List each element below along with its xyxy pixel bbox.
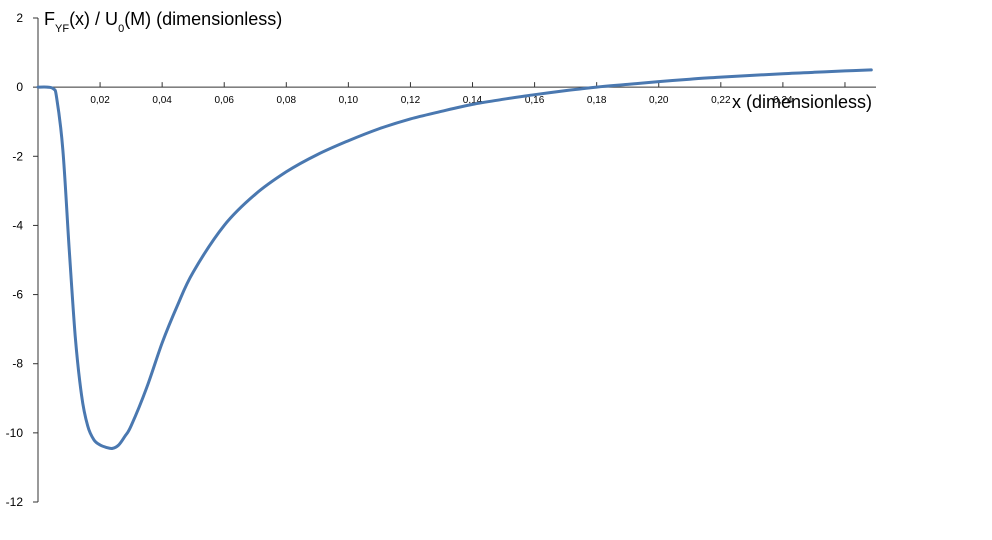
y-tick-label: -2 <box>12 149 23 163</box>
y-axis-label-subscript: 0 <box>118 23 124 35</box>
x-tick-label: 0,12 <box>401 95 421 106</box>
y-axis-label-subscript: YF <box>55 23 69 35</box>
y-axis-label-part: (x) / U <box>69 9 118 29</box>
x-tick-label: 0,16 <box>525 95 545 106</box>
y-tick-label: -4 <box>12 218 23 232</box>
x-tick-label: 0,14 <box>463 95 483 106</box>
y-tick-label: 2 <box>16 11 23 25</box>
y-tick-label: -8 <box>12 357 23 371</box>
y-tick-label: 0 <box>16 80 23 94</box>
x-tick-label: 0,02 <box>90 95 110 106</box>
x-tick-label: 0,18 <box>587 95 607 106</box>
y-ticks: 2 0 -2 -4 -6 -8 -10 -12 <box>6 11 38 509</box>
x-ticks: 0,02 0,04 0,06 0,08 0,10 0,12 0,14 0,16 0,18 0,20… <box>90 82 846 106</box>
series-line <box>36 68 873 450</box>
x-tick-label: 0,22 <box>711 95 731 106</box>
y-axis-label-part: F <box>44 9 55 29</box>
x-tick-label: 0,08 <box>277 95 297 106</box>
y-axis-label-part: (M) (dimensionless) <box>124 9 282 29</box>
x-axis-label: x (dimensionless) <box>732 92 872 112</box>
x-tick-label: 0,06 <box>214 95 234 106</box>
axes <box>37 18 876 502</box>
x-tick-label: 0,24 <box>773 95 793 106</box>
y-tick-label: -10 <box>6 426 24 440</box>
x-tick-label: 0,10 <box>339 95 359 106</box>
y-axis-label: FYF(x) / U0(M) (dimensionless) <box>44 9 282 35</box>
series-layer <box>36 68 873 450</box>
y-tick-label: -6 <box>12 288 23 302</box>
y-tick-label: -12 <box>6 495 24 509</box>
x-tick-label: 0,20 <box>649 95 669 106</box>
x-tick-label: 0,04 <box>152 95 172 106</box>
